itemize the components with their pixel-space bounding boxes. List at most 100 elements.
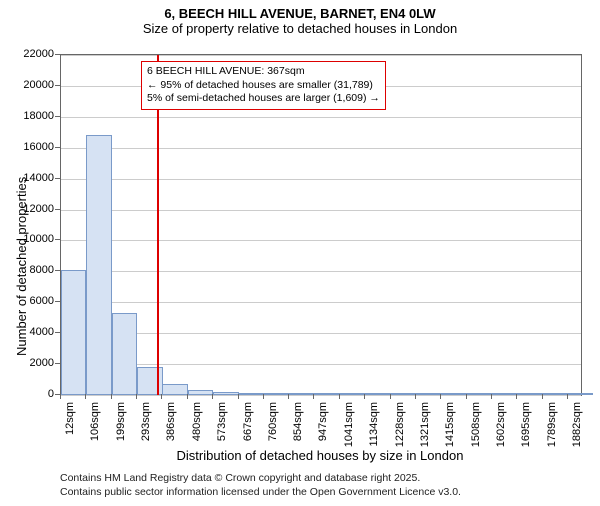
grid-line-y	[61, 271, 581, 272]
y-tick	[55, 239, 60, 240]
y-tick	[55, 147, 60, 148]
x-tick	[161, 394, 162, 399]
x-tick-label: 1228sqm	[394, 402, 406, 462]
x-tick	[339, 394, 340, 399]
y-tick-label: 18000	[14, 110, 54, 122]
y-tick	[55, 332, 60, 333]
title-line2: Size of property relative to detached ho…	[0, 21, 600, 36]
histogram-bar	[467, 393, 492, 395]
histogram-bar	[441, 393, 466, 395]
plot-area: 6 BEECH HILL AVENUE: 367sqm← 95% of deta…	[60, 54, 582, 396]
grid-line-y	[61, 179, 581, 180]
x-tick-label: 106sqm	[89, 402, 101, 462]
y-tick	[55, 301, 60, 302]
y-tick-label: 14000	[14, 172, 54, 184]
y-tick-label: 16000	[14, 141, 54, 153]
chart-container: { "title_line1": "6, BEECH HILL AVENUE, …	[0, 6, 600, 506]
x-tick-label: 480sqm	[191, 402, 203, 462]
histogram-bar	[112, 313, 137, 395]
x-tick	[313, 394, 314, 399]
x-tick-label: 199sqm	[115, 402, 127, 462]
grid-line-y	[61, 55, 581, 56]
x-tick	[542, 394, 543, 399]
y-tick	[55, 116, 60, 117]
annotation-line1: 6 BEECH HILL AVENUE: 367sqm	[147, 65, 380, 79]
grid-line-y	[61, 210, 581, 211]
x-tick	[415, 394, 416, 399]
grid-line-y	[61, 148, 581, 149]
x-tick	[111, 394, 112, 399]
x-tick-label: 386sqm	[165, 402, 177, 462]
x-tick-label: 1508sqm	[470, 402, 482, 462]
footer-line1: Contains HM Land Registry data © Crown c…	[60, 472, 420, 484]
y-tick	[55, 209, 60, 210]
y-tick	[55, 85, 60, 86]
grid-line-y	[61, 364, 581, 365]
title-line1: 6, BEECH HILL AVENUE, BARNET, EN4 0LW	[0, 6, 600, 21]
grid-line-y	[61, 117, 581, 118]
histogram-bar	[264, 393, 289, 395]
x-tick	[187, 394, 188, 399]
y-tick-label: 0	[14, 388, 54, 400]
x-tick	[567, 394, 568, 399]
x-tick	[491, 394, 492, 399]
x-tick-label: 854sqm	[292, 402, 304, 462]
y-tick-label: 10000	[14, 233, 54, 245]
x-tick	[263, 394, 264, 399]
y-tick-label: 12000	[14, 203, 54, 215]
footer-line2: Contains public sector information licen…	[60, 486, 461, 498]
y-tick	[55, 178, 60, 179]
x-tick-label: 293sqm	[140, 402, 152, 462]
x-tick	[364, 394, 365, 399]
histogram-bar	[568, 393, 593, 395]
x-tick-label: 573sqm	[216, 402, 228, 462]
y-tick-label: 8000	[14, 264, 54, 276]
x-tick-label: 1415sqm	[444, 402, 456, 462]
histogram-bar	[391, 393, 416, 395]
grid-line-y	[61, 333, 581, 334]
annotation-box: 6 BEECH HILL AVENUE: 367sqm← 95% of deta…	[141, 61, 386, 110]
x-tick	[238, 394, 239, 399]
histogram-bar	[365, 393, 390, 395]
histogram-bar	[543, 393, 568, 395]
x-tick	[466, 394, 467, 399]
histogram-bar	[492, 393, 517, 395]
x-tick	[516, 394, 517, 399]
x-tick	[60, 394, 61, 399]
x-tick-label: 1882sqm	[571, 402, 583, 462]
grid-line-y	[61, 395, 581, 396]
x-tick	[85, 394, 86, 399]
histogram-bar	[289, 393, 314, 395]
x-tick-label: 947sqm	[317, 402, 329, 462]
x-tick-label: 1789sqm	[546, 402, 558, 462]
histogram-bar	[517, 393, 542, 395]
x-tick-label: 1602sqm	[495, 402, 507, 462]
x-tick-label: 1134sqm	[368, 402, 380, 462]
histogram-bar	[340, 393, 365, 395]
y-tick	[55, 270, 60, 271]
histogram-bar	[416, 393, 441, 395]
x-tick	[212, 394, 213, 399]
y-tick-label: 2000	[14, 357, 54, 369]
grid-line-y	[61, 302, 581, 303]
x-tick-label: 760sqm	[267, 402, 279, 462]
y-tick-label: 4000	[14, 326, 54, 338]
x-tick-label: 667sqm	[242, 402, 254, 462]
x-tick-label: 1695sqm	[520, 402, 532, 462]
y-tick	[55, 54, 60, 55]
y-tick-label: 20000	[14, 79, 54, 91]
x-tick	[390, 394, 391, 399]
x-tick-label: 12sqm	[64, 402, 76, 462]
x-tick	[136, 394, 137, 399]
annotation-line2: ← 95% of detached houses are smaller (31…	[147, 79, 380, 93]
y-tick-label: 22000	[14, 48, 54, 60]
grid-line-y	[61, 240, 581, 241]
histogram-bar	[86, 135, 111, 395]
y-tick	[55, 363, 60, 364]
histogram-bar	[239, 393, 264, 395]
x-tick	[440, 394, 441, 399]
annotation-line3: 5% of semi-detached houses are larger (1…	[147, 92, 380, 106]
histogram-bar	[314, 393, 339, 395]
histogram-bar	[188, 390, 213, 395]
x-tick	[288, 394, 289, 399]
